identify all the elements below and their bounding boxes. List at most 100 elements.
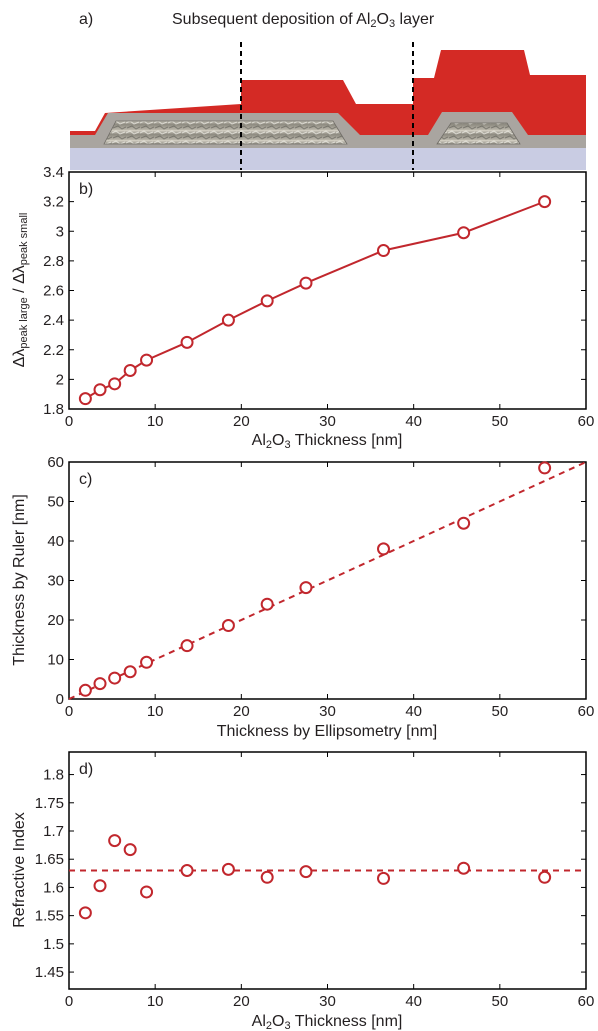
data-point — [299, 581, 313, 595]
x-tick-label: 30 — [319, 993, 336, 1010]
y-tick-label: 30 — [47, 573, 64, 590]
y-axis-label-c: Thickness by Ruler [nm] — [11, 494, 28, 666]
gold-particle-large — [103, 120, 348, 145]
data-point — [377, 871, 391, 885]
x-tick-label: 60 — [578, 703, 595, 720]
data-point — [140, 885, 154, 899]
chart-d: d) 0 10 20 30 40 50 60 1.45 1.5 1.55 1.6 1.65 1.7 1.7… — [11, 751, 595, 1031]
data-point — [260, 870, 274, 884]
series-line-b — [84, 200, 545, 400]
data-point — [299, 276, 313, 290]
data-point — [93, 879, 107, 893]
panel-label-d: d) — [79, 761, 93, 778]
x-tick-label: 20 — [233, 703, 250, 720]
x-tick-label: 40 — [405, 413, 422, 430]
data-point — [180, 864, 194, 877]
x-tick-label: 0 — [65, 413, 73, 430]
points-b — [78, 195, 552, 406]
data-point — [457, 226, 471, 240]
x-axis-label-c: Thickness by Ellipsometry [nm] — [217, 723, 438, 740]
y-tick-label: 1.7 — [43, 823, 64, 840]
data-point — [78, 683, 92, 697]
x-tick-label: 40 — [405, 703, 422, 720]
data-point — [538, 461, 552, 475]
data-point — [78, 392, 92, 406]
data-point — [123, 363, 137, 377]
x-tick-label: 10 — [147, 993, 164, 1010]
panel-label-a: a) — [79, 11, 93, 28]
data-point — [538, 870, 552, 884]
x-tick-label: 50 — [491, 413, 508, 430]
y-tick-label: 0 — [56, 691, 64, 708]
data-point — [108, 671, 122, 685]
y-tick-label: 1.5 — [43, 936, 64, 953]
data-point — [260, 294, 274, 308]
y-tick-label: 2.6 — [43, 283, 64, 300]
data-point — [260, 597, 274, 611]
x-tick-label: 30 — [319, 703, 336, 720]
x-axis-label-b: Al2O3 Thickness [nm] — [252, 432, 403, 451]
x-tick-label: 60 — [578, 993, 595, 1010]
x-tick-label: 40 — [405, 993, 422, 1010]
x-tick-label: 60 — [578, 413, 595, 430]
data-point — [377, 244, 391, 258]
y-axis-label-b: Δλpeak large / Δλpeak small — [11, 213, 30, 368]
data-point — [538, 195, 552, 209]
ticks-b: 0 10 20 30 40 50 60 1.8 2 2.2 2.4 2.6 2.8 3 3.2 3.4 — [43, 164, 594, 430]
y-tick-label: 40 — [47, 533, 64, 550]
y-tick-label: 2.4 — [43, 312, 64, 329]
chart-c: c) 0 10 20 30 40 50 60 0 10 20 30 40 50 60 Thickness … — [11, 454, 594, 740]
x-tick-label: 10 — [147, 703, 164, 720]
data-point — [93, 383, 107, 397]
points-d — [78, 834, 552, 920]
data-point — [457, 861, 471, 875]
y-tick-label: 1.45 — [35, 964, 64, 981]
data-point — [221, 619, 235, 633]
x-tick-label: 50 — [491, 703, 508, 720]
y-tick-label: 2 — [56, 371, 64, 388]
data-point — [78, 906, 92, 920]
ticks-c: 0 10 20 30 40 50 60 0 10 20 30 40 50 60 — [47, 454, 594, 720]
data-point — [221, 313, 235, 327]
data-point — [377, 542, 391, 556]
data-point — [123, 843, 137, 857]
ticks-d: 0 10 20 30 40 50 60 1.45 1.5 1.55 1.6 1.65 1.7 1.75 1.… — [35, 752, 595, 1010]
illustration-title: Subsequent deposition of Al2O3 layer — [172, 11, 435, 30]
y-tick-label: 60 — [47, 454, 64, 471]
data-point — [140, 655, 154, 669]
x-tick-label: 0 — [65, 993, 73, 1010]
y-tick-label: 1.8 — [43, 401, 64, 418]
y-tick-label: 1.8 — [43, 767, 64, 784]
y-tick-label: 10 — [47, 652, 64, 669]
data-point — [140, 353, 154, 367]
data-point — [180, 335, 194, 349]
panel-label-b: b) — [79, 181, 93, 198]
data-point — [299, 865, 313, 879]
chart-b: b) 0 10 20 30 40 50 601.822.22.42.62.833.23.4 … — [11, 164, 594, 451]
plot-frame-b — [68, 171, 587, 410]
y-tick-label: 3.2 — [43, 194, 64, 211]
data-point — [123, 665, 137, 679]
points-c — [78, 461, 552, 697]
y-tick-label: 50 — [47, 494, 64, 511]
y-axis-label-d: Refractive Index — [11, 812, 28, 928]
data-point — [221, 862, 235, 876]
x-tick-label: 50 — [491, 993, 508, 1010]
y-tick-label: 1.75 — [35, 795, 64, 812]
y-tick-label: 1.65 — [35, 851, 64, 868]
reference-line-c — [68, 461, 587, 700]
x-tick-label: 0 — [65, 703, 73, 720]
illustration-panel: a) Subsequent deposition of Al2O3 layer — [70, 11, 586, 170]
substrate — [70, 148, 586, 170]
x-tick-label: 30 — [319, 413, 336, 430]
y-tick-label: 20 — [47, 612, 64, 629]
panel-label-c: c) — [79, 471, 92, 488]
y-tick-label: 1.6 — [43, 879, 64, 896]
x-tick-label: 20 — [233, 413, 250, 430]
data-point — [108, 377, 122, 391]
y-tick-label: 3.4 — [43, 164, 64, 181]
y-tick-label: 1.55 — [35, 908, 64, 925]
y-tick-label: 2.2 — [43, 342, 64, 359]
data-point — [180, 639, 194, 653]
